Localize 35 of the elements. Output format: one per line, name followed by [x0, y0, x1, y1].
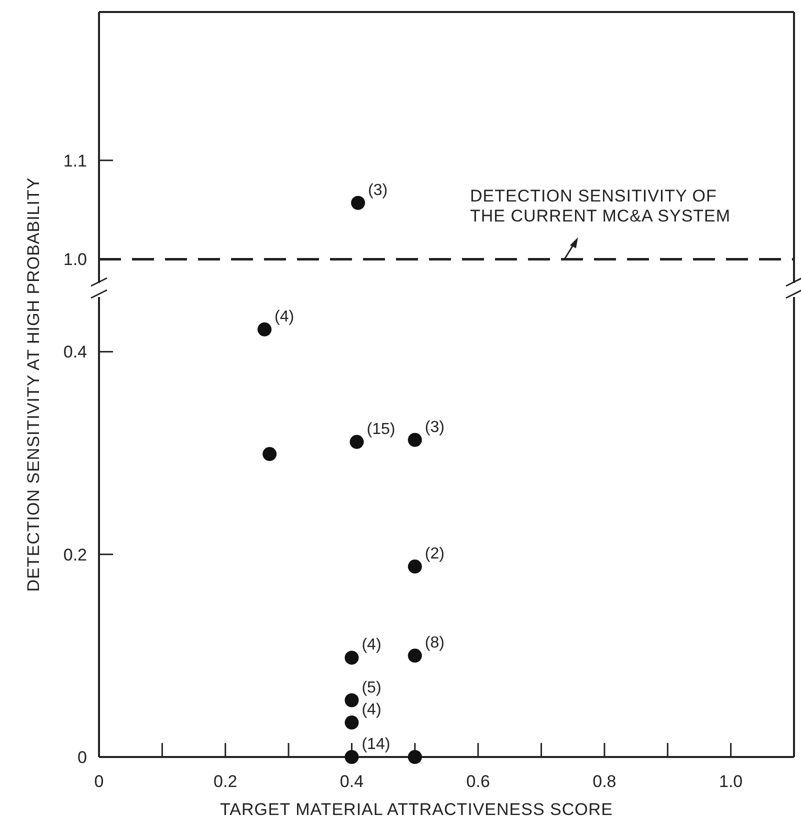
x-tick-label: 0	[94, 772, 104, 791]
annotation: (4)	[362, 702, 382, 719]
point	[408, 648, 422, 663]
annotation: (3)	[424, 418, 444, 436]
annotation: (5)	[362, 679, 382, 696]
point	[262, 447, 277, 462]
x-tick-label: 0.2	[214, 772, 238, 791]
annotation: (3)	[368, 182, 388, 199]
x-axis-title: TARGET MATERIAL ATTRACTIVENESS SCORE	[220, 800, 614, 819]
y-tick-label: 1.0	[63, 250, 87, 270]
x-tick-label: 0.6	[466, 772, 490, 791]
y-axis-title: DETECTION SENSITIVITY AT HIGH PROBABILITY	[24, 177, 43, 592]
point	[408, 560, 422, 574]
point	[258, 322, 272, 336]
annotation: (4)	[274, 308, 294, 326]
point	[408, 432, 422, 447]
point	[344, 716, 359, 730]
y-tick-label: 1.1	[63, 151, 87, 170]
x-tick-label: 0.4	[340, 772, 364, 791]
point	[344, 650, 359, 665]
annotation: (8)	[424, 634, 444, 652]
point	[344, 693, 359, 708]
point	[344, 750, 359, 764]
y-tick-label: 0.4	[63, 342, 87, 362]
annotation: (2)	[424, 546, 444, 563]
point	[350, 434, 364, 449]
y-tick-label: 0.2	[63, 545, 87, 564]
annotation: (14)	[362, 736, 390, 753]
x-tick-label: 0.8	[592, 772, 616, 791]
ref-line-label: DETECTION SENSITIVITY OF THE CURRENT MC&A SYSTEM	[470, 186, 731, 226]
x-tick-label: 1.0	[719, 772, 743, 791]
y-tick-label: 0	[78, 748, 87, 767]
point	[408, 750, 422, 764]
annotation: (4)	[362, 636, 382, 654]
annotation: (15)	[366, 420, 396, 438]
